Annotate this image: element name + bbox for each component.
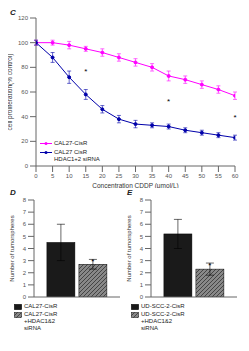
svg-text:*: * [233, 113, 236, 122]
svg-text:7: 7 [140, 209, 144, 215]
svg-text:6: 6 [23, 221, 27, 227]
html-text:+HDAC1&2: +HDAC1&2 [24, 318, 56, 324]
html-text:CAL27 CisR: CAL27 CisR [54, 149, 87, 155]
svg-text:6: 6 [140, 221, 144, 227]
svg-text:cell proliferation(% control): cell proliferation(% control) [8, 54, 14, 131]
html-text:+HDAC1&2: +HDAC1&2 [141, 318, 173, 324]
svg-text:5: 5 [23, 234, 27, 240]
svg-text:*: * [208, 261, 211, 270]
html-text:siRNA: siRNA [24, 325, 41, 331]
svg-text:100: 100 [18, 40, 29, 46]
svg-text:25: 25 [116, 173, 123, 179]
svg-text:15: 15 [82, 173, 89, 179]
html-text:D: D [10, 188, 16, 197]
svg-text:120: 120 [18, 15, 29, 21]
svg-text:2: 2 [140, 270, 144, 276]
svg-text:0: 0 [23, 294, 27, 300]
svg-text:10: 10 [66, 173, 73, 179]
svg-text:45: 45 [182, 173, 189, 179]
svg-text:2: 2 [23, 270, 27, 276]
svg-text:0: 0 [34, 173, 38, 179]
svg-text:1: 1 [23, 282, 27, 288]
html-text:CAL27-CisR: CAL27-CisR [24, 311, 58, 317]
svg-text:7: 7 [23, 209, 27, 215]
html-text:HDAC1+2 siRNA: HDAC1+2 siRNA [54, 156, 100, 162]
svg-text:60: 60 [21, 89, 28, 95]
svg-text:0: 0 [140, 294, 144, 300]
svg-text:1: 1 [140, 282, 144, 288]
svg-text:4: 4 [140, 246, 144, 252]
html-text:siRNA: siRNA [141, 325, 158, 331]
svg-text:40: 40 [165, 173, 172, 179]
svg-text:60: 60 [232, 173, 239, 179]
svg-text:80: 80 [21, 64, 28, 70]
svg-text:5: 5 [51, 173, 55, 179]
html-text:E: E [127, 188, 133, 197]
svg-text:Number of tumorspheres: Number of tumorspheres [9, 215, 15, 281]
svg-text:4: 4 [23, 246, 27, 252]
html-text:UD-SCC-2-CisR: UD-SCC-2-CisR [141, 311, 185, 317]
html-text:UD-SCC-2-CisR: UD-SCC-2-CisR [141, 303, 185, 309]
svg-text:20: 20 [99, 173, 106, 179]
svg-text:8: 8 [23, 197, 27, 203]
svg-text:3: 3 [140, 258, 144, 264]
svg-text:30: 30 [132, 173, 139, 179]
svg-text:5: 5 [140, 234, 144, 240]
svg-text:20: 20 [21, 138, 28, 144]
svg-text:*: * [167, 97, 170, 106]
html-text:CAL27-CisR: CAL27-CisR [54, 140, 88, 146]
svg-text:*: * [91, 257, 94, 266]
svg-text:3: 3 [23, 258, 27, 264]
svg-text:0: 0 [25, 163, 29, 169]
svg-text:50: 50 [198, 173, 205, 179]
html-text:C: C [10, 8, 16, 17]
svg-text:Concentration CDDP (μmol/L): Concentration CDDP (μmol/L) [92, 182, 178, 188]
svg-text:*: * [84, 67, 87, 76]
svg-text:8: 8 [140, 197, 144, 203]
svg-text:40: 40 [21, 114, 28, 120]
svg-text:35: 35 [149, 173, 156, 179]
svg-text:55: 55 [215, 173, 222, 179]
html-text:CAL27-CisR: CAL27-CisR [24, 303, 58, 309]
svg-text:Number of tumorspheres: Number of tumorspheres [126, 215, 132, 281]
